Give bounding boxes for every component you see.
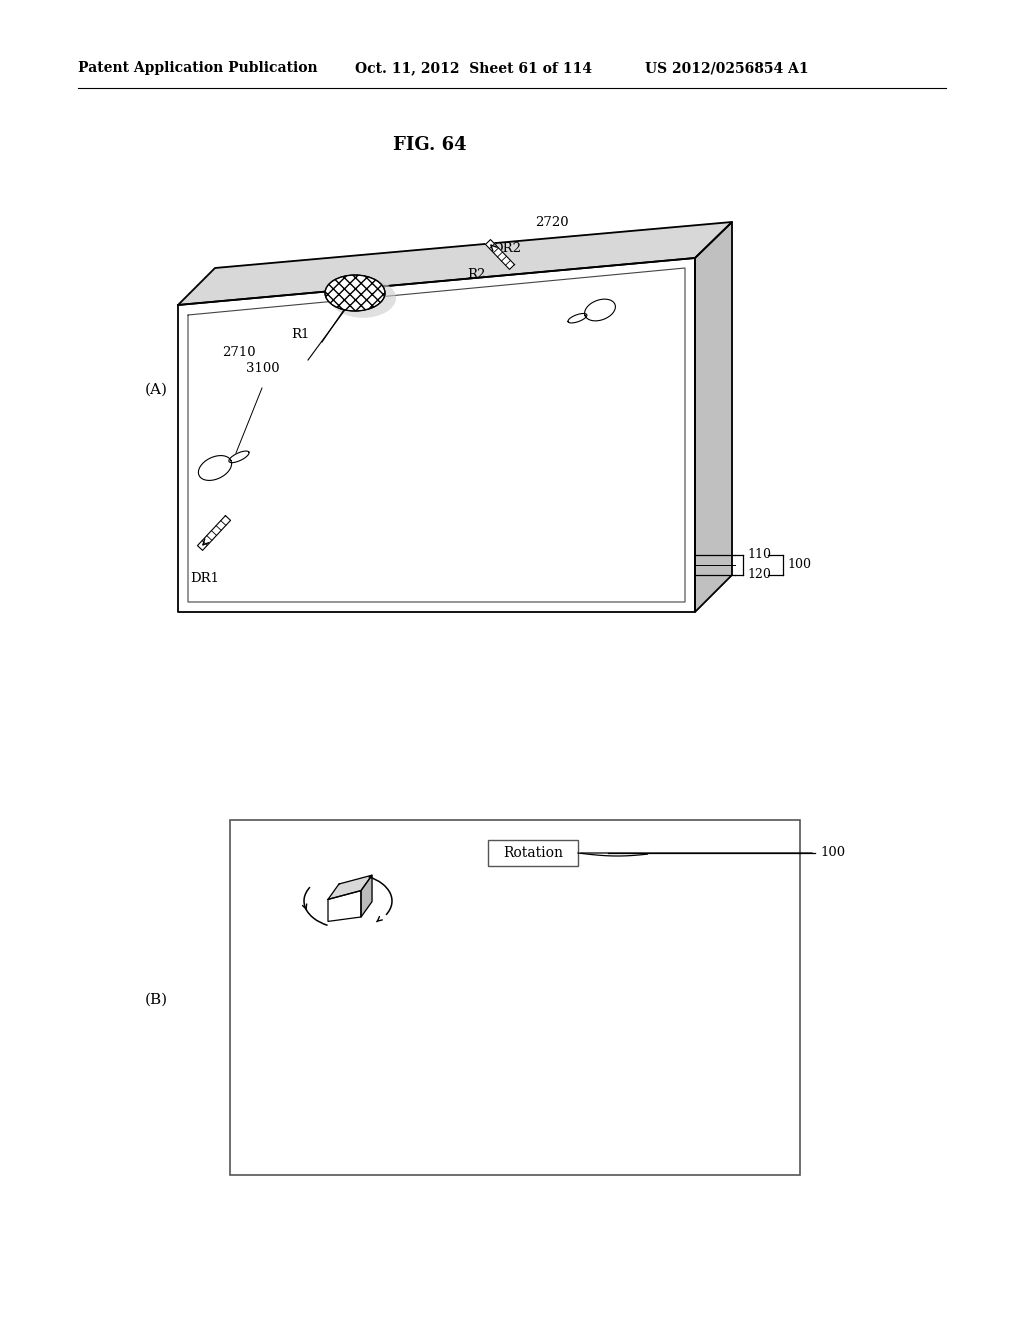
Polygon shape	[228, 451, 249, 462]
Text: 110: 110	[746, 549, 771, 561]
Polygon shape	[178, 222, 732, 305]
Ellipse shape	[330, 279, 396, 318]
Text: DR1: DR1	[190, 572, 219, 585]
Text: 2720: 2720	[535, 215, 568, 228]
Polygon shape	[198, 516, 230, 550]
Text: 100: 100	[787, 558, 811, 572]
Bar	[488, 840, 578, 866]
Text: Oct. 11, 2012  Sheet 61 of 114: Oct. 11, 2012 Sheet 61 of 114	[355, 61, 592, 75]
Text: US 2012/0256854 A1: US 2012/0256854 A1	[645, 61, 809, 75]
Polygon shape	[361, 875, 372, 917]
Polygon shape	[695, 222, 732, 612]
Text: (B): (B)	[145, 993, 168, 1007]
Text: R1: R1	[292, 329, 310, 342]
Text: 120: 120	[746, 569, 771, 582]
Polygon shape	[178, 257, 695, 612]
Text: 3100: 3100	[247, 362, 280, 375]
Polygon shape	[199, 455, 231, 480]
Text: R2: R2	[467, 268, 485, 281]
Polygon shape	[585, 300, 615, 321]
Polygon shape	[485, 239, 514, 269]
Text: 100: 100	[820, 846, 845, 859]
Polygon shape	[568, 313, 587, 323]
Text: Patent Application Publication: Patent Application Publication	[78, 61, 317, 75]
Ellipse shape	[325, 275, 385, 312]
Text: 2710: 2710	[222, 346, 256, 359]
Bar	[230, 820, 800, 1175]
Text: (A): (A)	[145, 383, 168, 397]
Text: FIG. 64: FIG. 64	[393, 136, 467, 154]
Polygon shape	[328, 875, 372, 899]
Text: DR2: DR2	[492, 242, 521, 255]
Polygon shape	[328, 891, 361, 921]
Text: Rotation: Rotation	[503, 846, 563, 861]
